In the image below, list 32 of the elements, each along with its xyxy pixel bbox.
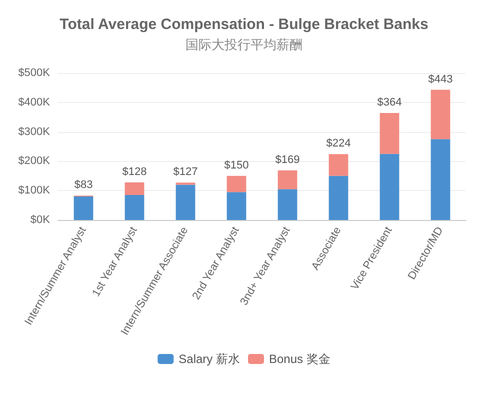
bar	[328, 154, 348, 176]
y-tick-label: $400K	[18, 96, 51, 108]
total-label: $83	[74, 179, 93, 192]
bar	[380, 112, 400, 154]
bar	[124, 195, 144, 220]
total-label: $128	[122, 166, 147, 178]
total-label: $224	[326, 138, 351, 150]
y-tick-label: $300K	[18, 126, 51, 138]
total-label: $364	[377, 96, 402, 108]
total-label: $150	[224, 159, 249, 172]
chart-title: Total Average Compensation - Bulge Bracket Banks	[60, 16, 428, 33]
total-label: $169	[275, 154, 300, 166]
bar	[278, 189, 298, 220]
bar	[226, 192, 246, 220]
y-tick-label: $0K	[30, 214, 51, 226]
total-label: $443	[428, 73, 453, 86]
chart-subtitle: 国际大投行平均薪酬	[186, 37, 302, 52]
bar	[226, 176, 246, 192]
y-tick-label: $200K	[18, 155, 51, 168]
bar	[124, 182, 144, 196]
y-tick-label: $500K	[18, 67, 51, 79]
y-tick-label: $100K	[18, 184, 51, 197]
total-label: $127	[173, 166, 198, 178]
legend-label: Bonus 奖金	[268, 352, 330, 366]
bar	[278, 170, 298, 190]
bar	[380, 154, 400, 220]
bar	[328, 176, 348, 220]
bar	[74, 196, 94, 220]
bar	[176, 184, 196, 220]
bar	[430, 90, 450, 140]
bar	[430, 139, 450, 220]
legend-label: Salary 薪水	[178, 352, 240, 366]
